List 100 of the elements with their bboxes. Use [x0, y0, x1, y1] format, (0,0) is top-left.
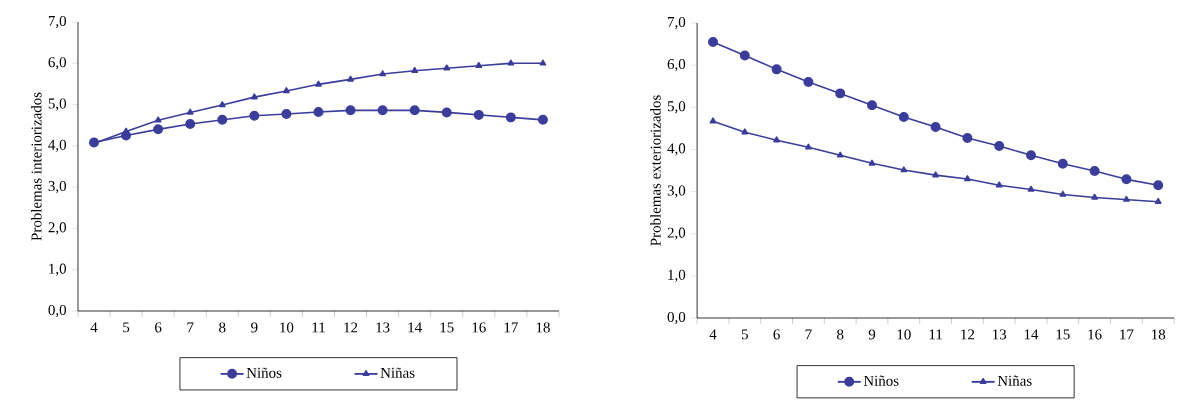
- y-tick-label: 0,0: [667, 311, 686, 325]
- y-tick-label: 7,0: [668, 16, 686, 30]
- point: [409, 105, 420, 116]
- point: [313, 107, 324, 117]
- y-tick-label: 3,0: [48, 181, 67, 194]
- y-tick-label: 3,0: [667, 185, 686, 198]
- y-tick-label: 0,0: [48, 304, 67, 318]
- y-tick-label: 7,0: [48, 15, 67, 29]
- point: [283, 87, 290, 94]
- point: [1089, 165, 1100, 176]
- y-tick-label: 5,0: [48, 98, 67, 111]
- point: [930, 122, 941, 133]
- y-tick-label: 1,0: [668, 269, 686, 282]
- x-tick-label: 8: [837, 329, 844, 340]
- point: [539, 59, 547, 66]
- point: [1057, 158, 1068, 169]
- point: [345, 105, 356, 116]
- point: [867, 100, 877, 111]
- point: [185, 118, 196, 129]
- point: [803, 77, 814, 87]
- point: [505, 112, 516, 123]
- point: [1153, 180, 1164, 191]
- point: [1027, 185, 1035, 192]
- x-tick-label: 5: [741, 329, 748, 340]
- point: [122, 127, 130, 134]
- x-tick-label: 14: [408, 322, 422, 333]
- point: [441, 107, 452, 118]
- point: [995, 181, 1003, 188]
- legend-label: Niños: [246, 367, 282, 378]
- point: [186, 108, 194, 115]
- point: [1026, 150, 1036, 161]
- x-tick-label: 18: [1152, 329, 1166, 340]
- y-tick-label: 4,0: [667, 143, 686, 156]
- point: [836, 151, 844, 158]
- x-tick-label: 12: [961, 329, 975, 340]
- y-tick-label: 2,0: [667, 227, 686, 240]
- x-tick-label: 13: [376, 322, 390, 333]
- point: [315, 80, 322, 87]
- legend-label: Niños: [863, 375, 899, 386]
- x-tick-label: 7: [805, 329, 812, 340]
- x-tick-label: 7: [187, 322, 194, 333]
- x-tick-label: 9: [251, 322, 258, 333]
- point: [708, 36, 718, 47]
- point: [1121, 174, 1132, 185]
- x-tick-label: 9: [868, 329, 876, 340]
- point: [347, 75, 354, 82]
- point: [1091, 193, 1098, 200]
- x-tick-label: 8: [219, 322, 226, 333]
- x-tick-label: 4: [709, 329, 717, 340]
- point: [217, 114, 228, 125]
- point: [1154, 197, 1162, 204]
- x-tick-label: 11: [929, 329, 942, 340]
- point: [771, 64, 782, 75]
- x-tick-label: 17: [1120, 329, 1134, 340]
- point: [739, 50, 750, 61]
- legend-label: Niñas: [997, 375, 1032, 386]
- point: [709, 117, 717, 124]
- point: [249, 110, 260, 121]
- point: [473, 109, 484, 120]
- y-axis-title: Problemas interiorizados: [31, 92, 42, 241]
- point: [964, 175, 971, 182]
- point: [379, 70, 386, 77]
- x-tick-label: 11: [312, 322, 325, 333]
- point: [507, 59, 515, 66]
- point: [1059, 190, 1067, 197]
- y-tick-label: 6,0: [667, 59, 686, 72]
- y-tick-label: 6,0: [48, 57, 67, 70]
- point: [932, 171, 939, 178]
- point: [250, 93, 258, 100]
- x-tick-label: 16: [1088, 329, 1102, 340]
- y-tick-label: 1,0: [49, 263, 67, 276]
- point: [1123, 195, 1130, 202]
- point: [898, 111, 909, 122]
- point: [900, 166, 908, 173]
- x-tick-label: 12: [344, 322, 358, 333]
- x-tick-label: 15: [1056, 329, 1070, 340]
- x-tick-label: 10: [897, 329, 911, 340]
- x-tick-label: 15: [440, 322, 454, 333]
- x-tick-label: 18: [536, 322, 550, 333]
- x-tick-label: 13: [993, 329, 1007, 340]
- point: [835, 88, 846, 99]
- x-tick-label: 5: [123, 322, 130, 333]
- point: [218, 101, 226, 108]
- x-tick-label: 14: [1024, 329, 1039, 340]
- point: [443, 64, 451, 71]
- y-axis-title: Problemas exteriorizados: [650, 95, 661, 246]
- x-tick-label: 6: [155, 322, 162, 333]
- legend-label: Niñas: [380, 367, 415, 378]
- point: [537, 114, 548, 125]
- x-tick-label: 10: [280, 322, 294, 333]
- point: [773, 136, 780, 143]
- point: [868, 159, 876, 166]
- y-tick-label: 4,0: [48, 139, 67, 152]
- x-tick-label: 17: [504, 322, 518, 333]
- point: [805, 143, 812, 150]
- point: [741, 128, 749, 135]
- x-tick-label: 16: [472, 322, 486, 333]
- y-tick-label: 2,0: [48, 222, 67, 235]
- point: [994, 141, 1005, 152]
- point: [377, 105, 388, 116]
